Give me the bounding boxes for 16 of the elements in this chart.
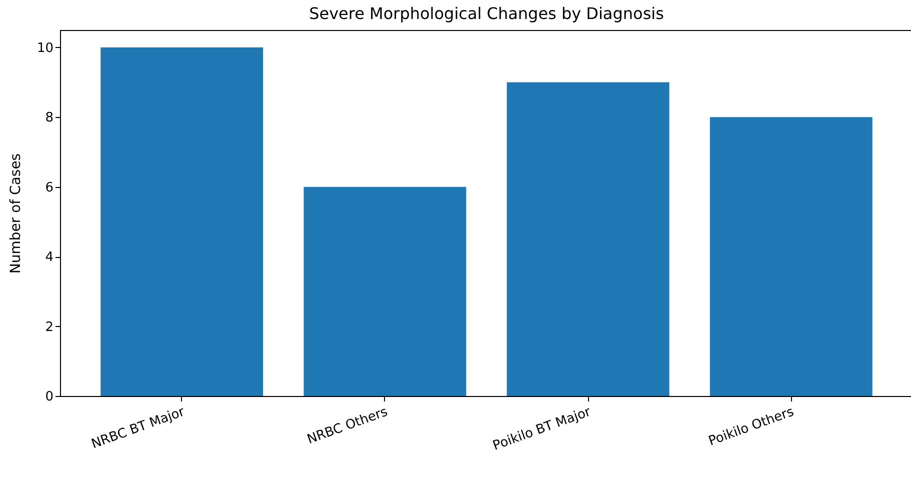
bar	[100, 47, 264, 396]
x-tick-label: NRBC Others	[305, 404, 390, 448]
y-tick-label: 0	[45, 390, 54, 404]
y-tick-label: 10	[36, 40, 54, 56]
y-tick-label: 2	[45, 320, 54, 335]
x-tick-label: NRBC BT Major	[90, 404, 188, 452]
y-tick-label: 6	[45, 180, 54, 196]
bar	[710, 117, 872, 396]
chart-title: Severe Morphological Changes by Diagnosis	[309, 4, 664, 23]
y-axis-title: Number of Cases	[8, 153, 24, 274]
y-tick-label: 8	[45, 110, 54, 126]
bar	[506, 82, 670, 396]
x-tick-label: Poikilo BT Major	[491, 404, 594, 454]
y-tick-label: 4	[45, 250, 54, 266]
bar	[304, 186, 466, 396]
x-tick-label: Poikilo Others	[706, 404, 796, 450]
